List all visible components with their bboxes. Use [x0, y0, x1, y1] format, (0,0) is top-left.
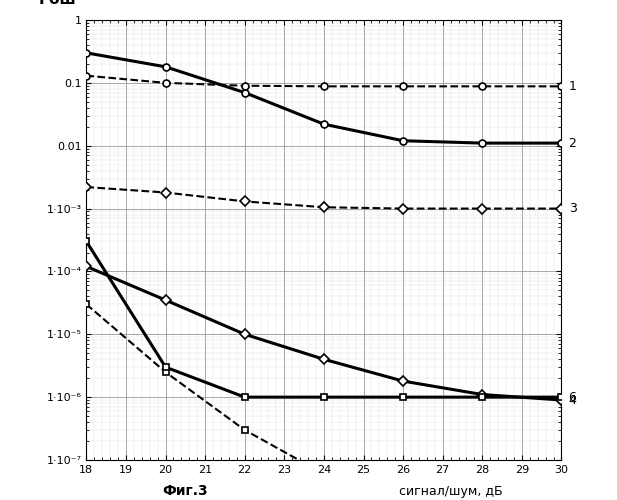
Text: Рош: Рош: [39, 0, 77, 7]
Text: 2: 2: [569, 136, 576, 149]
Text: 1: 1: [569, 80, 576, 93]
Text: 3: 3: [569, 202, 576, 215]
Text: Фиг.3: Фиг.3: [162, 484, 208, 498]
Text: сигнал/шум, дБ: сигнал/шум, дБ: [399, 485, 502, 498]
Text: 6: 6: [569, 390, 576, 404]
Text: 4: 4: [569, 394, 576, 406]
